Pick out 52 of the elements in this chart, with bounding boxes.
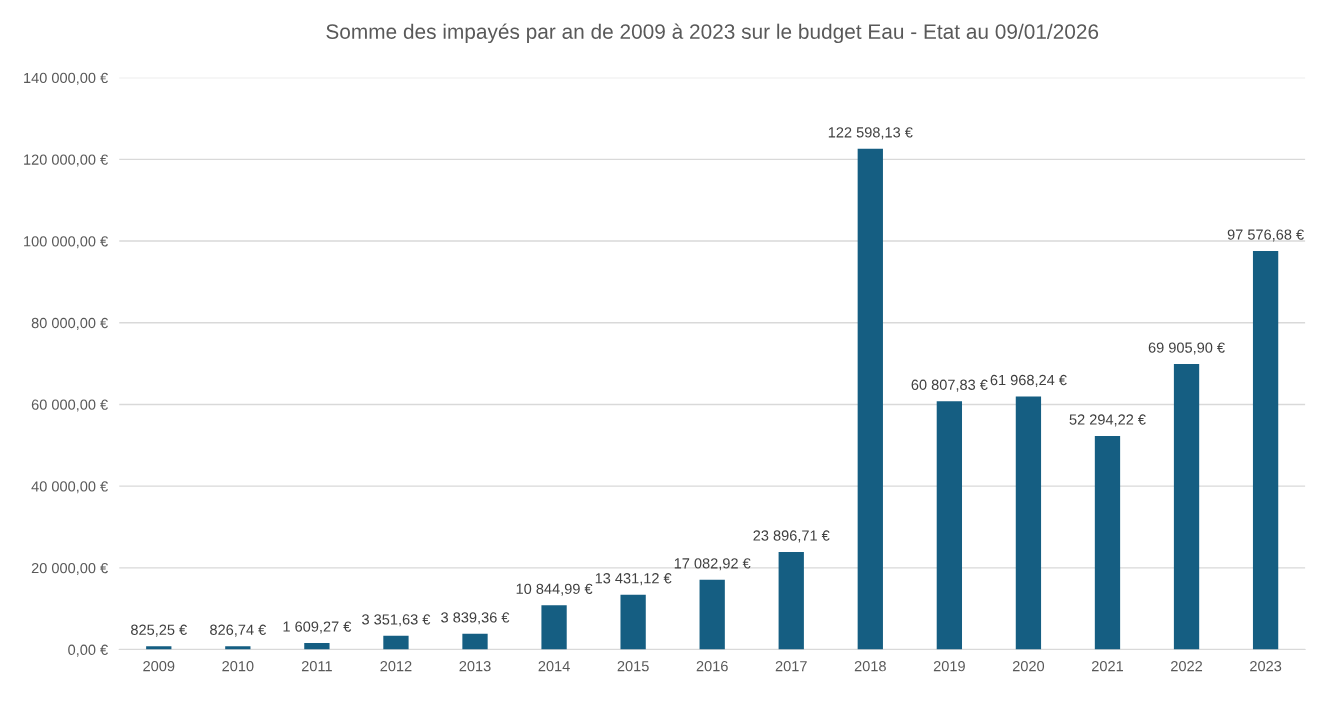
x-tick-label: 2019: [933, 661, 965, 672]
bar: [383, 635, 409, 650]
x-tick-label: 2015: [617, 661, 649, 672]
bar: [1094, 435, 1121, 650]
y-tick-label: 140 000,00 €: [24, 72, 108, 85]
data-label: 61 968,24 €: [990, 374, 1067, 387]
x-tick-label: 2018: [854, 661, 886, 672]
data-label: 13 431,12 €: [595, 573, 672, 586]
y-tick-label: 60 000,00 €: [31, 399, 108, 412]
bar: [541, 605, 567, 650]
data-label: 60 807,83 €: [911, 379, 988, 392]
data-label: 122 598,13 €: [828, 127, 913, 140]
x-tick-label: 2020: [1012, 661, 1045, 672]
data-label: 10 844,99 €: [516, 583, 593, 596]
x-tick-label: 2010: [222, 661, 254, 672]
y-tick-label: 0,00 €: [68, 644, 108, 657]
data-label: 825,25 €: [131, 624, 187, 637]
x-tick-label: 2012: [380, 661, 412, 672]
y-tick-label: 40 000,00 €: [31, 481, 108, 494]
data-label: 17 082,92 €: [674, 558, 751, 571]
data-label: 52 294,22 €: [1069, 414, 1146, 427]
x-tick-label: 2009: [143, 661, 175, 672]
bar: [857, 148, 883, 650]
chart-title: Somme des impayés par an de 2009 à 2023 sur le budget Eau - Etat au 09/01/2026: [326, 23, 1099, 44]
bar: [936, 401, 963, 650]
data-label: 3 839,36 €: [441, 612, 510, 625]
y-tick-label: 20 000,00 €: [31, 562, 108, 575]
x-tick-label: 2013: [459, 661, 491, 672]
x-tick-label: 2022: [1171, 661, 1203, 672]
data-label: 97 576,68 €: [1227, 229, 1304, 242]
x-tick-label: 2016: [696, 661, 728, 672]
bar: [699, 579, 725, 650]
bar: [462, 633, 488, 650]
y-tick-label: 120 000,00 €: [24, 154, 108, 167]
bar: [1015, 396, 1042, 650]
data-label: 69 905,90 €: [1148, 342, 1225, 355]
data-label: 1 609,27 €: [283, 621, 352, 634]
bar: [778, 551, 804, 650]
x-tick-label: 2021: [1091, 661, 1123, 672]
bar: [620, 594, 646, 650]
x-tick-label: 2023: [1250, 661, 1282, 672]
y-tick-label: 100 000,00 €: [24, 236, 108, 249]
data-label: 3 351,63 €: [362, 614, 431, 627]
x-tick-label: 2011: [301, 661, 332, 672]
data-label: 23 896,71 €: [753, 530, 830, 543]
x-tick-label: 2014: [538, 661, 570, 672]
y-tick-label: 80 000,00 €: [31, 317, 108, 330]
bar: [304, 642, 330, 650]
bar: [1252, 250, 1279, 650]
bar: [1173, 363, 1200, 650]
x-tick-label: 2017: [775, 661, 807, 672]
data-label: 826,74 €: [210, 624, 267, 637]
